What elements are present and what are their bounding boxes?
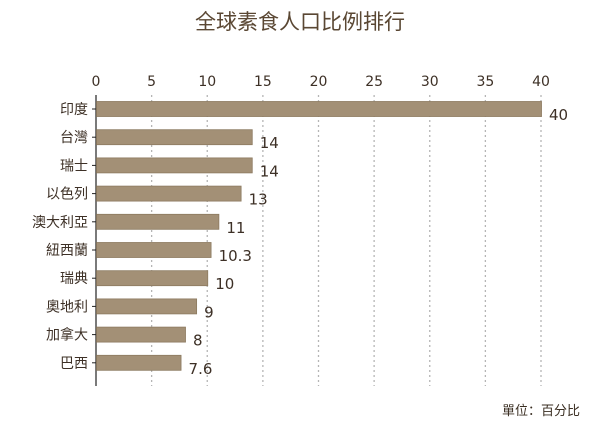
category-label: 加拿大	[46, 327, 88, 344]
bar	[96, 270, 209, 287]
category-label: 瑞士	[60, 158, 88, 174]
bar	[96, 129, 253, 146]
bar	[96, 101, 542, 117]
x-tick-label: 30	[421, 74, 439, 90]
x-tick-label: 5	[147, 74, 156, 90]
x-tick-label: 15	[254, 74, 272, 90]
value-label: 9	[204, 303, 214, 321]
category-label: 紐西蘭	[46, 243, 88, 259]
x-tick-label: 10	[198, 74, 216, 90]
x-tick-label: 25	[365, 74, 383, 90]
x-tick-label: 20	[310, 74, 328, 90]
bar	[96, 354, 182, 371]
category-label: 以色列	[46, 186, 88, 203]
category-label: 澳大利亞	[32, 215, 88, 231]
x-tick-label: 35	[476, 74, 494, 90]
category-label: 印度	[60, 102, 88, 118]
bar	[96, 213, 220, 230]
x-tick-label: 40	[532, 74, 550, 90]
bar	[96, 326, 186, 343]
category-label: 巴西	[60, 356, 88, 372]
value-label: 10	[215, 275, 234, 293]
bar	[96, 157, 253, 174]
category-label: 台灣	[60, 130, 88, 146]
value-label: 40	[549, 106, 568, 124]
bar	[96, 298, 198, 315]
value-label: 7.6	[189, 360, 213, 378]
unit-label: 單位：百分比	[501, 404, 580, 419]
chart-title: 全球素食人口比例排行	[195, 10, 405, 34]
bar	[96, 185, 242, 202]
category-label: 奧地利	[46, 299, 88, 315]
category-label: 瑞典	[60, 271, 88, 287]
value-label: 14	[260, 134, 279, 152]
value-label: 14	[260, 162, 279, 180]
value-label: 8	[193, 332, 203, 350]
bar	[96, 242, 212, 258]
value-label: 13	[249, 191, 268, 209]
value-label: 10.3	[219, 247, 252, 265]
x-tick-label: 0	[92, 74, 101, 90]
value-label: 11	[226, 219, 245, 237]
